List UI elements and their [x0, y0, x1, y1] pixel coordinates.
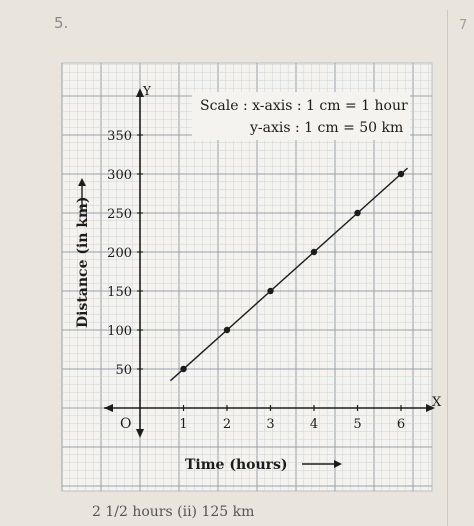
data-point	[397, 170, 405, 178]
x-tick-label: 4	[310, 417, 318, 432]
y-axis-title-arrow	[78, 178, 86, 210]
y-tick-label: 50	[115, 363, 132, 378]
x-tick-label: 5	[353, 417, 361, 432]
y-tick-label: 350	[107, 129, 132, 144]
y-tick-label: 250	[107, 207, 132, 222]
y-tick-label: 100	[107, 324, 132, 339]
y-tick-label: 150	[107, 285, 132, 300]
x-tick-label: 2	[223, 417, 231, 432]
data-point	[354, 209, 361, 217]
y-tick-label: 300	[107, 168, 132, 183]
y-axis-arrow-down	[136, 429, 144, 438]
data-point	[267, 287, 274, 295]
scale-note-line1: Scale : x-axis : 1 cm = 1 hour	[200, 98, 408, 114]
data-point	[223, 326, 231, 334]
x-axis-arrow-left	[104, 404, 113, 412]
y-tick-label: 200	[107, 246, 132, 261]
x-axis-arrow-right	[426, 404, 435, 412]
axes: X Y O 1 2 3 4 5 6 50 100 150 200 250 300 350	[104, 84, 442, 438]
data-point	[180, 365, 187, 373]
chart-labels: Scale : x-axis : 1 cm = 1 hour y-axis : …	[75, 92, 410, 473]
data-marks	[169, 167, 408, 382]
x-axis-title-arrow	[302, 460, 342, 468]
series-line	[169, 167, 408, 382]
x-axis-title: Time (hours)	[185, 457, 288, 473]
origin-label: O	[120, 416, 131, 432]
y-axis-title: Distance (in km)	[75, 197, 91, 329]
x-axis-letter: X	[432, 395, 442, 410]
y-axis-letter: Y	[142, 84, 152, 98]
question-number: 5.	[54, 14, 69, 32]
y-axis-arrow-up	[136, 88, 144, 97]
data-point	[310, 248, 318, 256]
scale-note-box	[192, 92, 410, 140]
x-tick-label: 6	[397, 417, 405, 432]
answer-fragment: 2 1/2 hours (ii) 125 km	[92, 504, 255, 520]
scale-note-line2: y-axis : 1 cm = 50 km	[249, 120, 403, 136]
page-divider-line	[447, 10, 448, 526]
x-tick-label: 3	[266, 417, 274, 432]
x-tick-label: 1	[179, 417, 187, 432]
next-column-number: 7	[459, 18, 468, 33]
